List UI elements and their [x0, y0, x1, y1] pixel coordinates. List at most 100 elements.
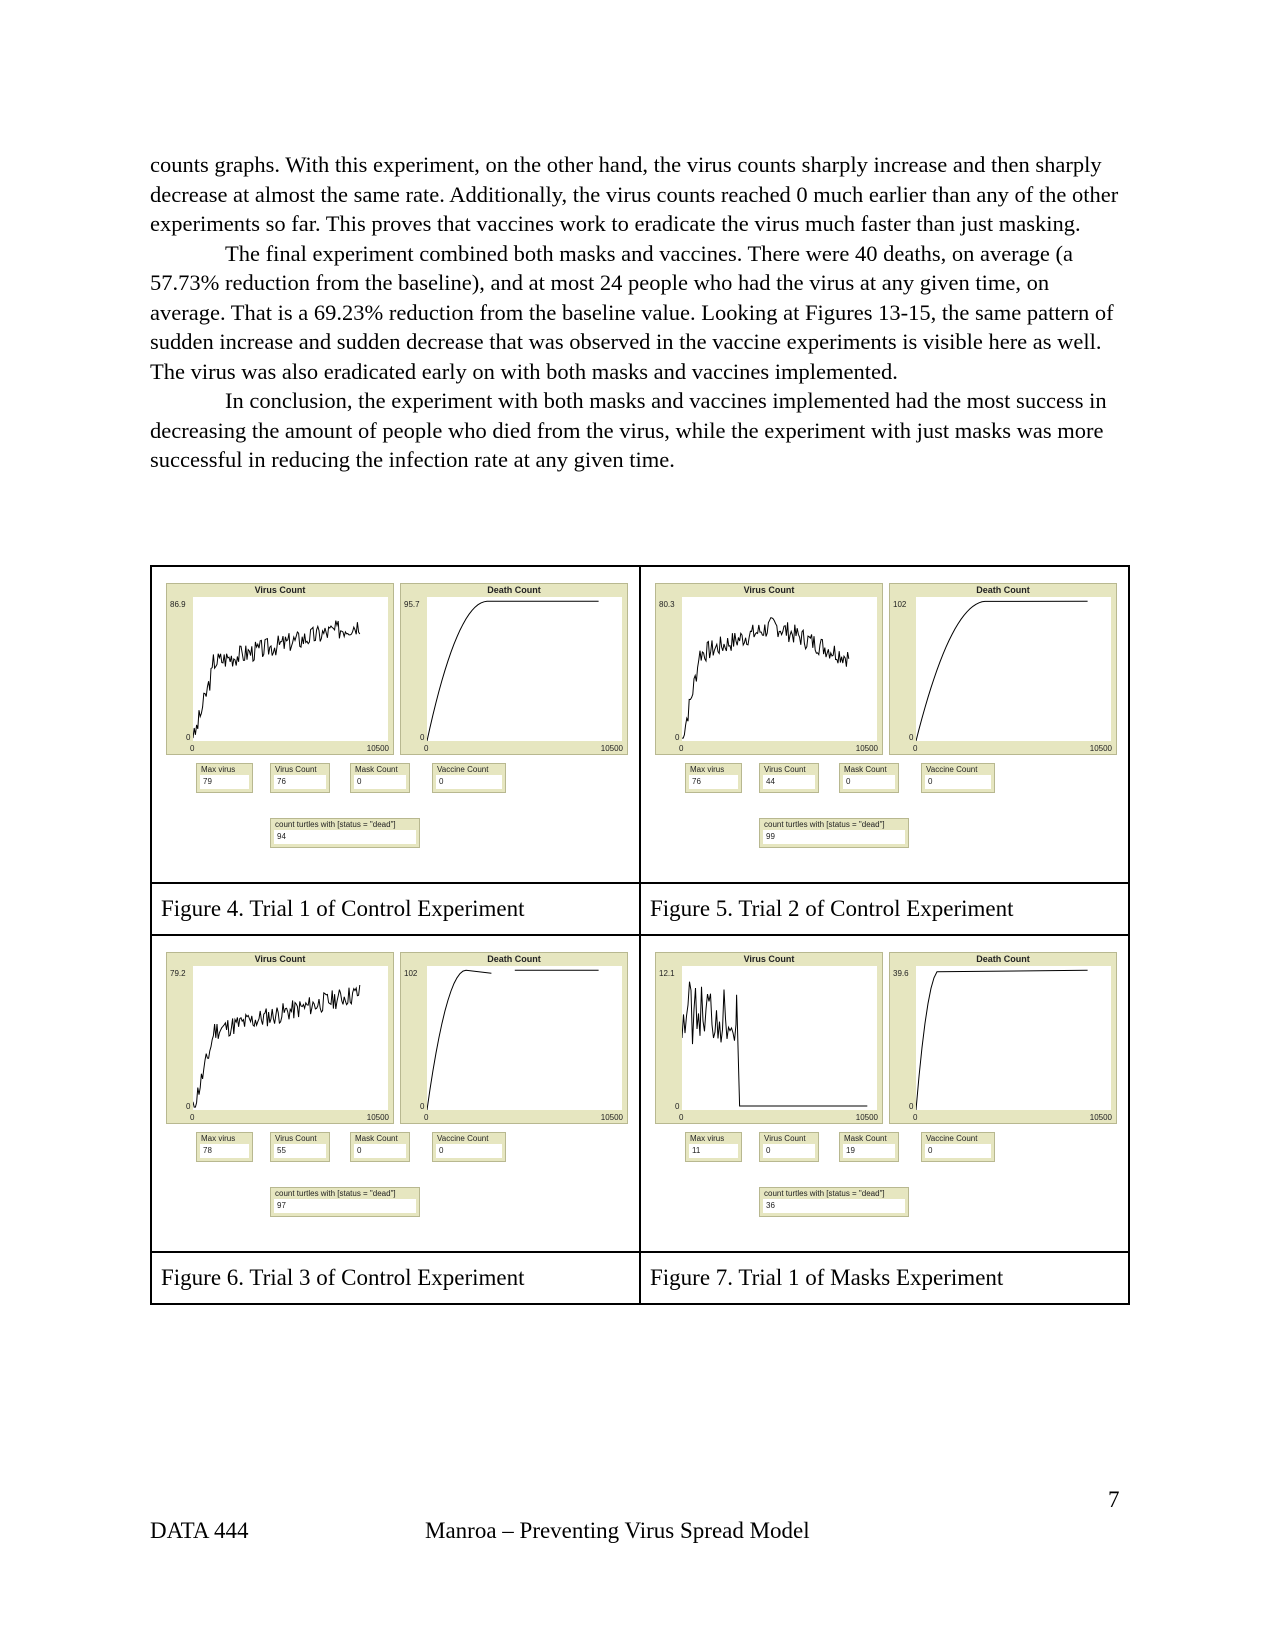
- netlogo-screenshot: Virus Count 79.2 0 0 10500 Death Count 102 0 0 10…: [152, 936, 639, 1251]
- plot-y-min: 0: [675, 1101, 680, 1111]
- monitor-value: 0: [925, 1143, 991, 1158]
- plot-title: Death Count: [976, 953, 1030, 964]
- plot-y-max: 39.6: [893, 968, 909, 978]
- plot-trace: [427, 600, 599, 741]
- monitor-label: count turtles with [status = "dead"]: [275, 1188, 396, 1198]
- plot-x-min: 0: [424, 744, 429, 753]
- plot-title: Virus Count: [743, 585, 795, 595]
- virus-count-plot: Virus Count 80.3 0 0 10500: [655, 583, 883, 755]
- plot-y-min: 0: [909, 1101, 914, 1111]
- plot-area: [916, 965, 1111, 1110]
- plot-trace: [427, 969, 599, 1110]
- plot-svg: [427, 600, 599, 741]
- plot-area: [427, 965, 622, 1110]
- monitor-label: Vaccine Count: [437, 1133, 489, 1143]
- plot-y-max: 102: [404, 968, 418, 978]
- monitor-label: Mask Count: [844, 1133, 887, 1143]
- vaccine-count-monitor: Vaccine Count 0: [921, 1131, 995, 1162]
- plot-trace: [682, 981, 868, 1107]
- plot-y-min: 0: [186, 733, 191, 742]
- monitor-label: Vaccine Count: [926, 1133, 978, 1143]
- figure-caption: Figure 7. Trial 1 of Masks Experiment: [639, 1250, 1130, 1306]
- virus-count-monitor: Virus Count 76: [270, 763, 330, 793]
- monitor-label: count turtles with [status = "dead"]: [764, 820, 885, 829]
- monitor-label: Vaccine Count: [437, 765, 489, 774]
- monitor-value: 76: [689, 775, 738, 789]
- plot-x-min: 0: [190, 1112, 195, 1122]
- monitor-label: Virus Count: [275, 1133, 317, 1143]
- virus-count-monitor: Virus Count 55: [270, 1131, 330, 1162]
- max-virus-monitor: Max virus 11: [685, 1131, 742, 1162]
- virus-count-plot: Virus Count 79.2 0 0 10500: [166, 951, 394, 1124]
- death-count-plot: Death Count 95.7 0 0 10500: [400, 583, 628, 755]
- plot-trace: [193, 984, 361, 1108]
- figure-caption: Figure 6. Trial 3 of Control Experiment: [150, 1250, 641, 1306]
- plot-x-min: 0: [913, 1112, 918, 1122]
- monitor-label: count turtles with [status = "dead"]: [764, 1188, 885, 1198]
- plot-svg: [916, 600, 1088, 741]
- plot-x-min: 0: [190, 744, 195, 753]
- monitor-value: 76: [274, 775, 326, 789]
- plot-title: Virus Count: [254, 953, 306, 964]
- monitor-label: Max virus: [690, 1133, 725, 1143]
- monitor-value: 19: [843, 1143, 895, 1158]
- monitor-value: 0: [436, 1143, 502, 1158]
- death-count-plot: Death Count 102 0 0 10500: [889, 583, 1117, 755]
- virus-count-plot: Virus Count 12.1 0 0 10500: [655, 951, 883, 1124]
- monitor-value: 78: [200, 1143, 249, 1158]
- monitor-label: Mask Count: [355, 765, 398, 774]
- paragraph: The final experiment combined both masks…: [150, 240, 1114, 384]
- monitor-label: Mask Count: [844, 765, 887, 774]
- plot-y-min: 0: [420, 733, 425, 742]
- monitor-value: 0: [925, 775, 991, 789]
- plot-svg: [193, 984, 361, 1108]
- plot-title: Death Count: [976, 585, 1030, 595]
- plot-y-min: 0: [675, 733, 680, 742]
- plot-svg: [427, 969, 599, 1110]
- plot-svg: [193, 620, 361, 739]
- vaccine-count-monitor: Vaccine Count 0: [921, 763, 995, 793]
- plot-x-max: 10500: [855, 1112, 878, 1122]
- monitor-label: Max virus: [201, 765, 236, 774]
- monitor-value: 36: [763, 1198, 905, 1213]
- plot-title: Virus Count: [254, 585, 306, 595]
- plot-y-max: 12.1: [659, 968, 675, 978]
- dead-count-monitor: count turtles with [status = "dead"] 94: [270, 818, 420, 848]
- vaccine-count-monitor: Vaccine Count 0: [432, 1131, 506, 1162]
- plot-area: [916, 597, 1111, 741]
- plot-area: [682, 597, 877, 741]
- plot-x-min: 0: [913, 744, 918, 753]
- plot-svg: [682, 617, 850, 739]
- plot-x-max: 10500: [600, 744, 623, 753]
- monitor-label: count turtles with [status = "dead"]: [275, 820, 396, 829]
- monitor-label: Virus Count: [764, 765, 806, 774]
- plot-y-max: 86.9: [170, 600, 186, 609]
- figure-table: Virus Count 86.9 0 0 10500 Death Count 95.7 0 0 1…: [150, 565, 1130, 1306]
- monitor-value: 0: [763, 1143, 815, 1158]
- netlogo-screenshot: Virus Count 80.3 0 0 10500 Death Count 102 0 0 10…: [641, 567, 1128, 882]
- death-count-plot: Death Count 39.6 0 0 10500: [889, 951, 1117, 1124]
- figure-panel: Virus Count 80.3 0 0 10500 Death Count 102 0 0 10…: [639, 565, 1130, 884]
- paragraph: counts graphs. With this experiment, on …: [150, 152, 1119, 236]
- monitor-value: 94: [274, 830, 416, 844]
- plot-x-max: 10500: [366, 1112, 389, 1122]
- figure-panel: Virus Count 79.2 0 0 10500 Death Count 102 0 0 10…: [150, 933, 641, 1253]
- plot-x-min: 0: [679, 744, 684, 753]
- plot-area: [193, 965, 388, 1110]
- plot-trace: [682, 617, 850, 739]
- page-number: 7: [1108, 1487, 1120, 1512]
- plot-x-max: 10500: [1089, 1112, 1112, 1122]
- dead-count-monitor: count turtles with [status = "dead"] 36: [759, 1186, 909, 1217]
- plot-trace: [916, 600, 1088, 741]
- plot-y-max: 102: [893, 600, 907, 609]
- monitor-label: Max virus: [690, 765, 725, 774]
- netlogo-screenshot: Virus Count 86.9 0 0 10500 Death Count 95.7 0 0 1…: [152, 567, 639, 882]
- plot-y-min: 0: [909, 733, 914, 742]
- footer-course: DATA 444: [150, 1518, 249, 1543]
- monitor-value: 97: [274, 1198, 416, 1213]
- plot-area: [682, 965, 877, 1110]
- virus-count-monitor: Virus Count 0: [759, 1131, 819, 1162]
- max-virus-monitor: Max virus 78: [196, 1131, 253, 1162]
- netlogo-screenshot: Virus Count 12.1 0 0 10500 Death Count 39.6 0 0 1…: [641, 936, 1128, 1251]
- monitor-value: 0: [354, 1143, 406, 1158]
